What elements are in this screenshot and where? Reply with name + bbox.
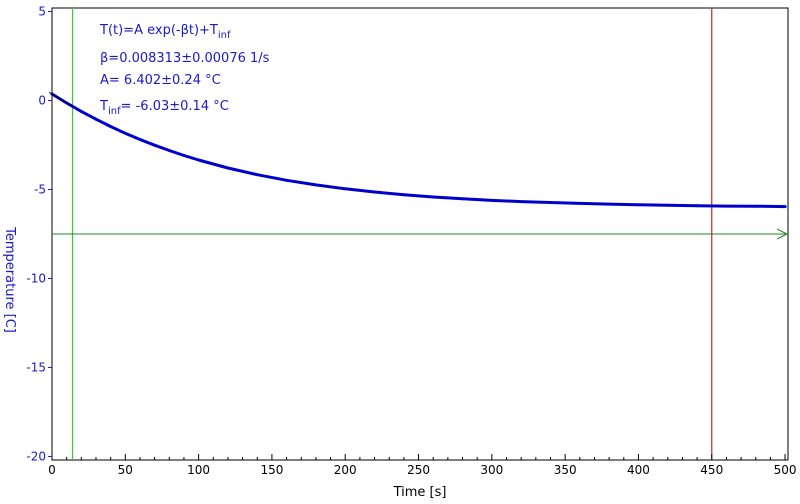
x-tick-label: 400 (627, 463, 650, 477)
data-point (109, 125, 112, 128)
data-point (123, 131, 127, 135)
fit-formula: T(t)=A exp(-βt)+Tinf (99, 23, 231, 41)
data-point (138, 138, 142, 141)
x-axis-title: Time [s] (393, 485, 447, 500)
fit-formula-main: T(t)=A exp(-βt)+T (99, 23, 218, 38)
y-tick-label: -10 (26, 271, 46, 285)
data-point (285, 178, 288, 182)
cursor-markers (52, 8, 789, 460)
data-point (314, 183, 318, 187)
x-tick-label: 50 (118, 463, 133, 477)
fit-tinf-sub: inf (108, 106, 121, 117)
data-point (343, 187, 347, 191)
fit-tinf: Tinf= -6.03±0.14 °C (99, 99, 229, 117)
data-point (373, 190, 376, 194)
x-tick-label: 200 (334, 463, 357, 477)
x-tick-label: 300 (480, 463, 503, 477)
data-point (607, 202, 611, 206)
y-tick-label: -15 (26, 360, 46, 374)
axes: 0 50 100 150 200 250 300 350 400 450 50050-5-10-15… (2, 5, 797, 500)
data-point (255, 173, 259, 177)
data-point (153, 143, 157, 147)
fit-curve (48, 91, 73, 107)
data-point (182, 154, 186, 157)
data-point (402, 193, 406, 197)
y-axis-title: Temperature [C] (2, 226, 17, 333)
x-tick-label: 150 (260, 463, 283, 477)
x-tick-label: 250 (407, 463, 430, 477)
data-point (197, 158, 201, 162)
x-tick-label: 450 (700, 463, 723, 477)
data-point (783, 205, 787, 209)
data-point (461, 197, 464, 201)
data-point (490, 199, 494, 202)
x-tick-label: 0 (48, 463, 56, 477)
fit-formula-sub: inf (218, 30, 231, 41)
data-layer (48, 91, 787, 209)
data-point (431, 195, 435, 199)
y-tick-label: -5 (34, 183, 46, 197)
data-point (167, 149, 171, 152)
x-tick-label: 500 (774, 463, 797, 477)
y-tick-label: 0 (38, 94, 46, 108)
data-point (79, 110, 83, 113)
data-point (695, 204, 699, 208)
data-point (578, 202, 582, 205)
fit-amplitude: A= 6.402±0.24 °C (100, 73, 221, 88)
data-point (549, 201, 552, 204)
fit-beta: β=0.008313±0.00076 1/s (100, 51, 270, 66)
data-point (94, 117, 98, 121)
data-point (226, 166, 230, 170)
data-point (725, 204, 728, 208)
data-point (519, 200, 523, 204)
fit-tinf-value: = -6.03±0.14 °C (121, 99, 229, 114)
data-point (666, 203, 670, 207)
x-tick-label: 350 (554, 463, 577, 477)
data-point (637, 203, 640, 207)
x-tick-label: 100 (187, 463, 210, 477)
y-tick-label: -20 (26, 449, 46, 463)
y-tick-label: 5 (38, 5, 46, 19)
data-point (754, 204, 758, 208)
threshold-arrow-icon[interactable] (776, 228, 789, 240)
fit-tinf-prefix: T (99, 99, 108, 114)
